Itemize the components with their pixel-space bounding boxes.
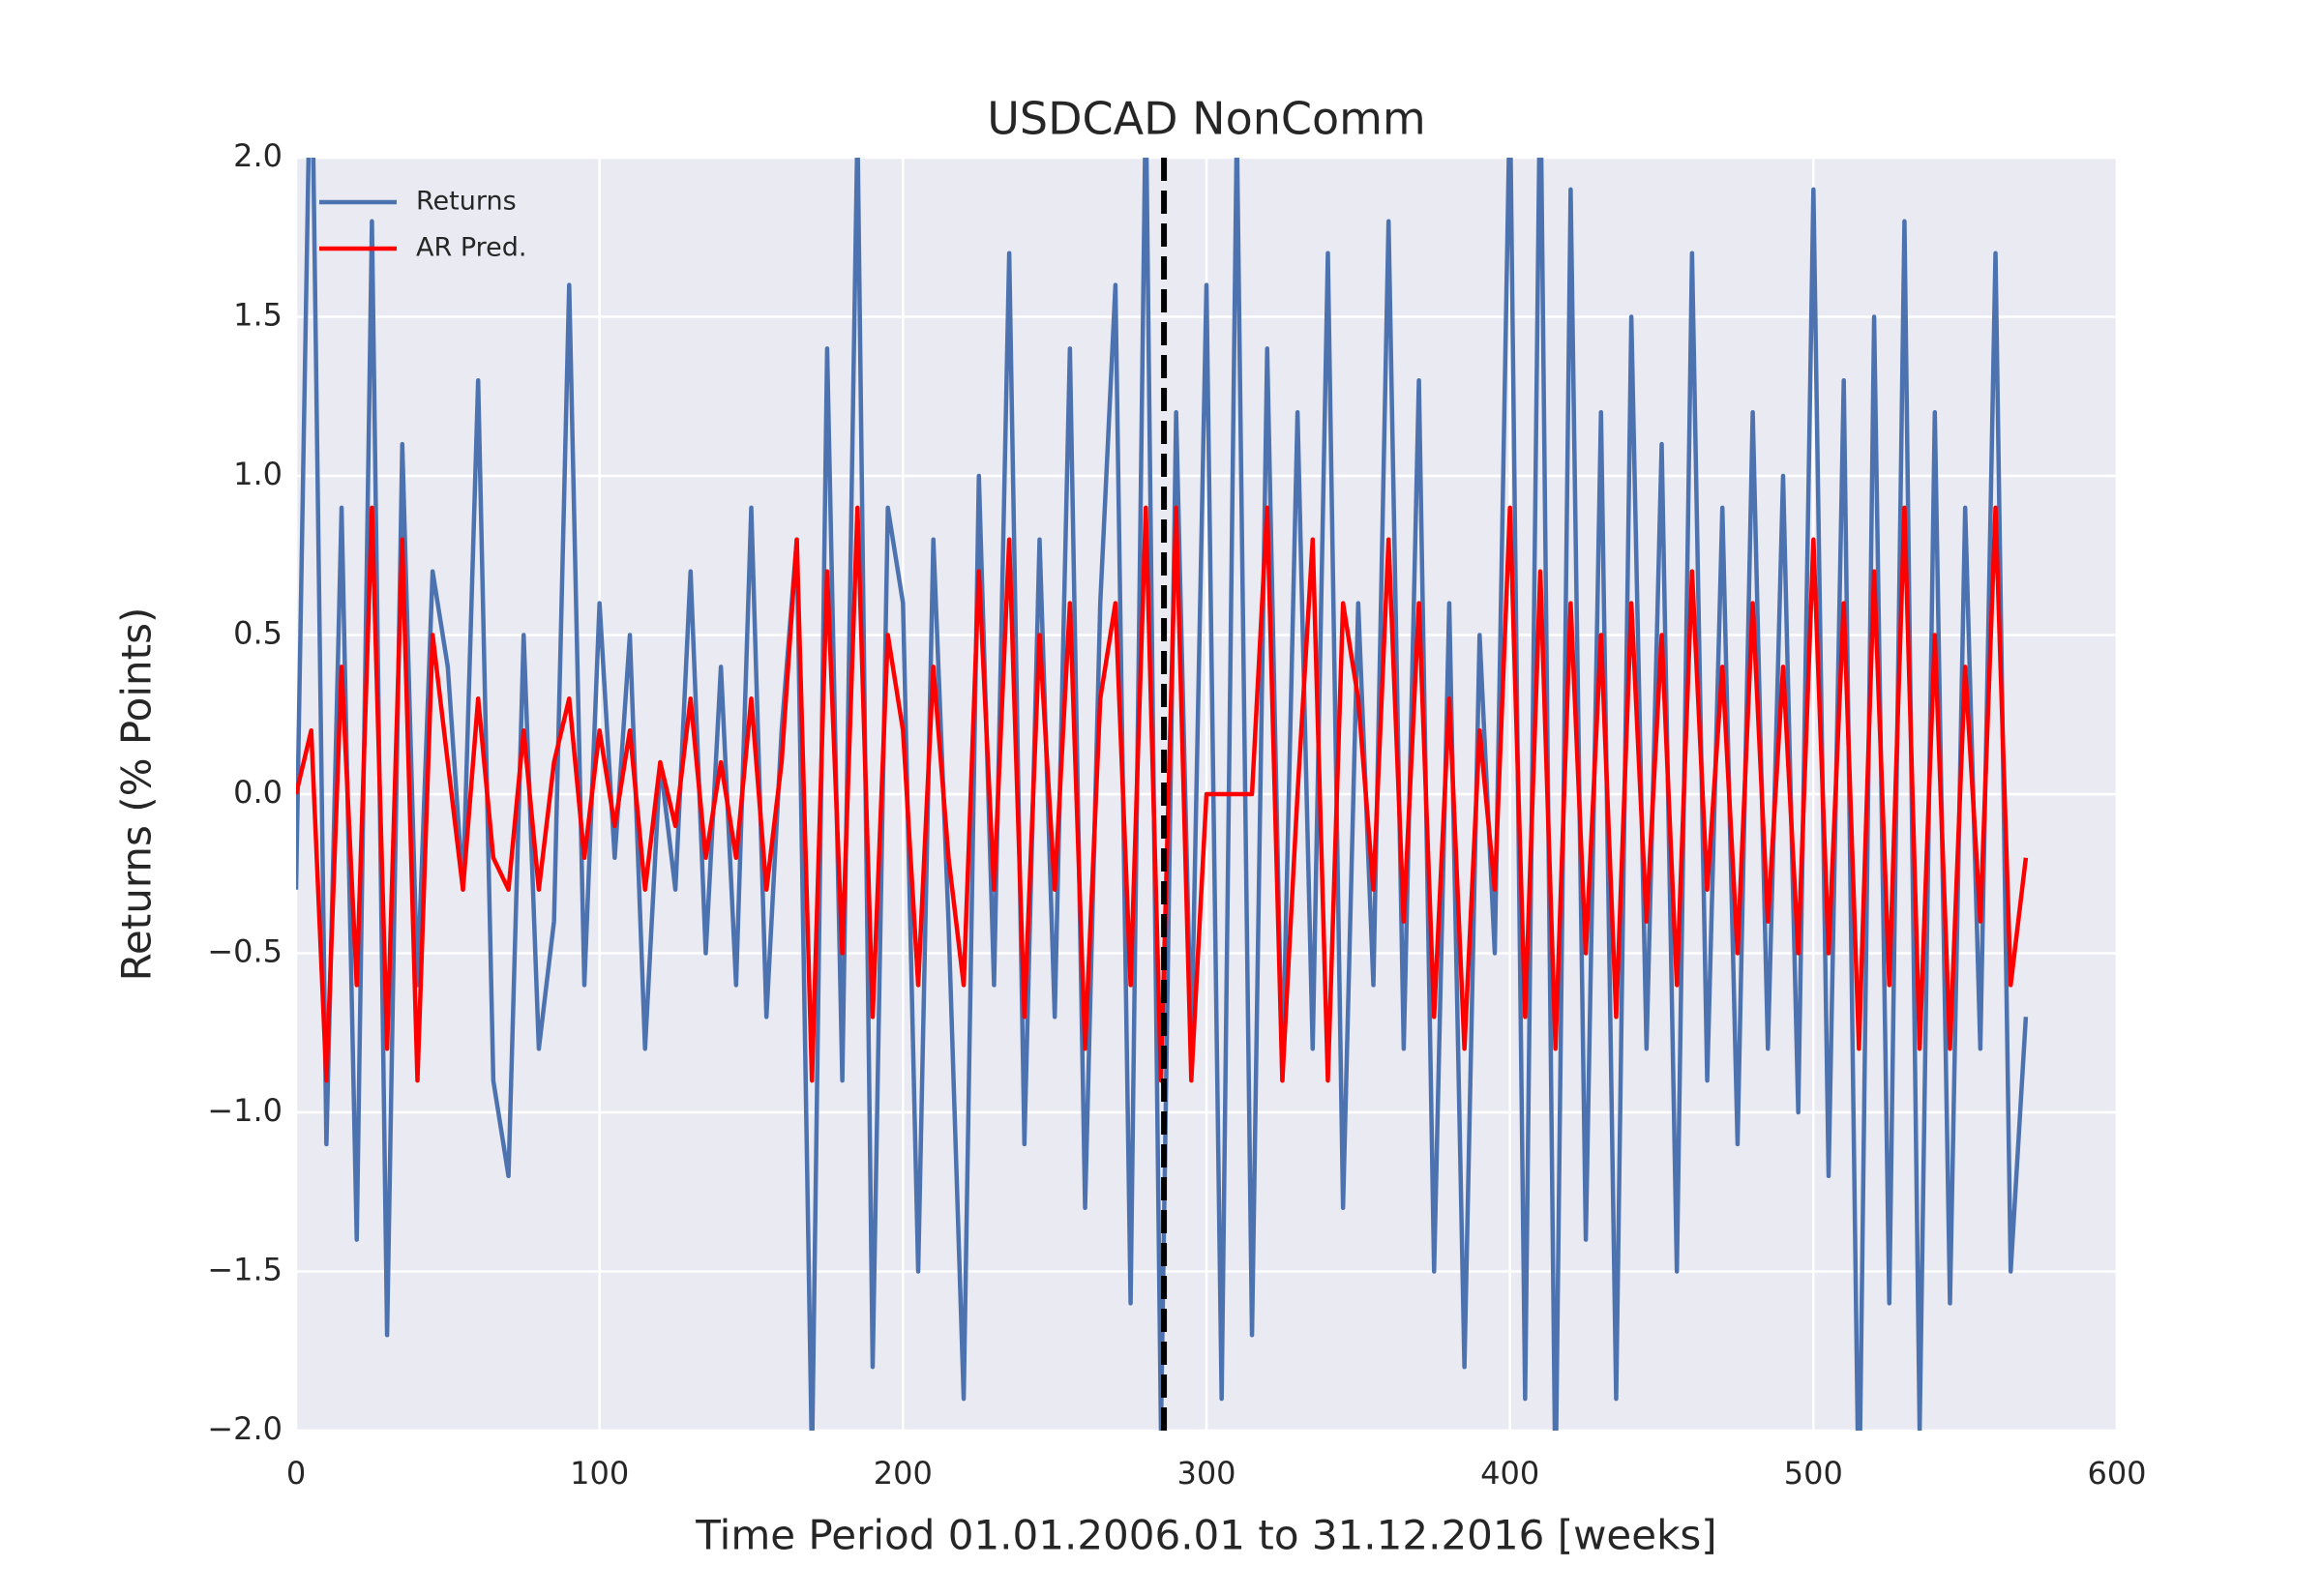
x-tick-label: 100 bbox=[570, 1455, 629, 1492]
legend-label: AR Pred. bbox=[416, 233, 526, 263]
x-tick-label: 400 bbox=[1480, 1455, 1539, 1492]
chart-title: USDCAD NonComm bbox=[987, 93, 1426, 145]
y-tick-label: −0.5 bbox=[207, 933, 283, 970]
x-axis-label: Time Period 01.01.2006.01 to 31.12.2016 … bbox=[695, 1512, 1716, 1559]
y-tick-label: 0.0 bbox=[233, 774, 283, 811]
x-tick-label: 600 bbox=[2087, 1455, 2146, 1492]
plot-lines bbox=[296, 158, 2029, 1431]
x-tick-label: 300 bbox=[1176, 1455, 1235, 1492]
legend-label: Returns bbox=[416, 187, 517, 217]
series-line bbox=[296, 158, 2029, 1431]
y-tick-label: 0.5 bbox=[233, 615, 283, 652]
labels: 0 100 200 300 400 500 600 −2.0 −1.5 −1.0 −0.5 0.0 0.… bbox=[207, 137, 2146, 1492]
y-tick-label: −1.5 bbox=[207, 1252, 283, 1288]
x-tick-label: 200 bbox=[874, 1455, 933, 1492]
y-tick-label: 1.5 bbox=[233, 297, 283, 334]
y-tick-label: 2.0 bbox=[233, 137, 283, 174]
y-tick-label: 1.0 bbox=[233, 456, 283, 492]
series-line bbox=[296, 505, 2029, 1083]
x-tick-label: 0 bbox=[286, 1455, 306, 1492]
y-tick-label: −2.0 bbox=[207, 1410, 283, 1447]
y-axis-label: Returns (% Points) bbox=[113, 607, 161, 982]
x-tick-label: 500 bbox=[1784, 1455, 1843, 1492]
y-tick-label: −1.0 bbox=[207, 1092, 283, 1129]
